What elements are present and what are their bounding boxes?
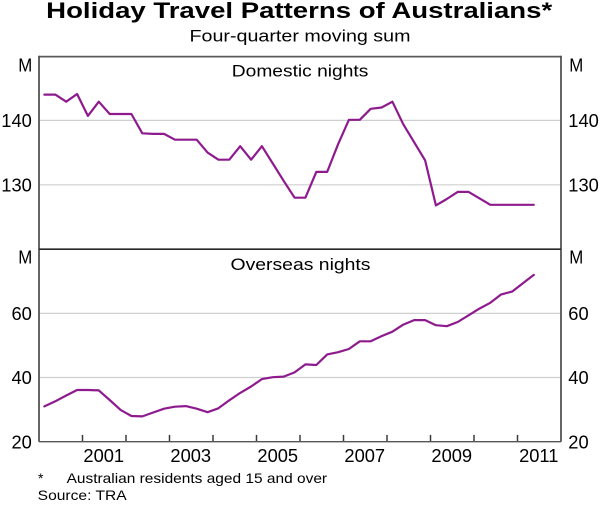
svg-text:M: M — [18, 247, 32, 268]
svg-text:40: 40 — [11, 367, 31, 388]
svg-text:40: 40 — [568, 367, 588, 388]
svg-text:Overseas nights: Overseas nights — [231, 255, 371, 274]
svg-text:20: 20 — [11, 431, 31, 452]
svg-text:Source: TRA: Source: TRA — [38, 487, 128, 503]
svg-text:60: 60 — [568, 303, 588, 324]
svg-text:Four-quarter moving sum: Four-quarter moving sum — [190, 27, 411, 46]
svg-text:M: M — [569, 247, 583, 268]
svg-text:*: * — [38, 470, 44, 486]
svg-text:60: 60 — [11, 303, 31, 324]
svg-text:140: 140 — [568, 110, 599, 131]
svg-text:140: 140 — [1, 110, 32, 131]
svg-text:20: 20 — [568, 431, 588, 452]
svg-text:Australian residents aged 15 a: Australian residents aged 15 and over — [67, 470, 328, 486]
svg-text:2003: 2003 — [170, 445, 211, 466]
svg-text:Holiday Travel Patterns of Aus: Holiday Travel Patterns of Australians* — [46, 0, 553, 23]
svg-text:2005: 2005 — [257, 445, 298, 466]
svg-text:2007: 2007 — [344, 445, 385, 466]
svg-text:2009: 2009 — [431, 445, 472, 466]
svg-text:Domestic nights: Domestic nights — [232, 62, 368, 81]
svg-text:2001: 2001 — [83, 445, 124, 466]
svg-text:130: 130 — [568, 175, 599, 196]
svg-text:130: 130 — [1, 175, 32, 196]
svg-text:M: M — [18, 54, 32, 75]
svg-text:2011: 2011 — [519, 445, 558, 466]
svg-text:M: M — [569, 54, 583, 75]
